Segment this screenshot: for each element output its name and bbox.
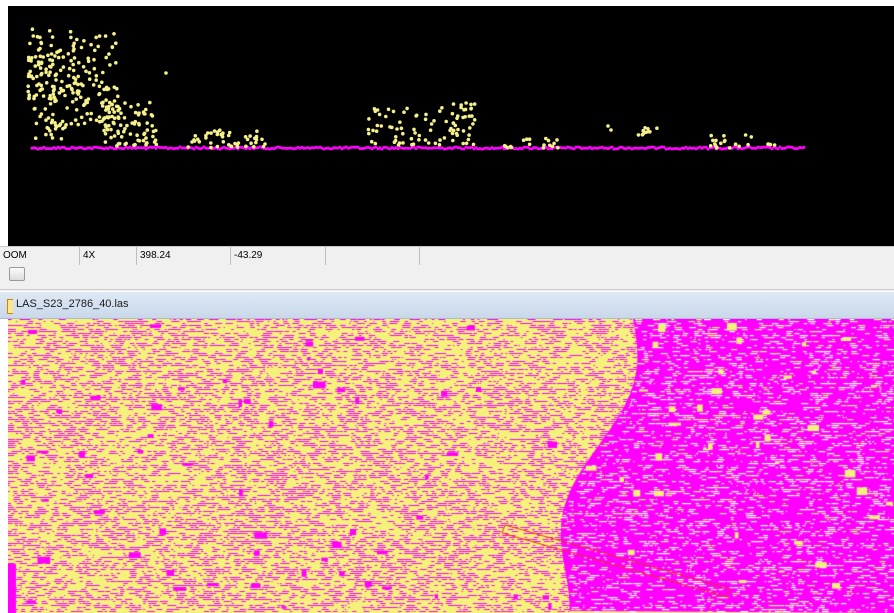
- layer-file-icon: [7, 299, 13, 314]
- status-mode: OOM: [0, 247, 80, 265]
- status-empty-cell: [420, 247, 894, 265]
- profile-view[interactable]: [8, 6, 894, 246]
- status-bar: OOM 4X 398.24 -43.29: [0, 246, 894, 266]
- status-coord-y: -43.29: [231, 247, 326, 265]
- profile-view-frame: [0, 0, 894, 246]
- document-title[interactable]: LAS_S23_2786_40.las: [16, 298, 129, 310]
- point-cloud-plan[interactable]: [8, 319, 894, 613]
- status-coord-x: 398.24: [137, 247, 231, 265]
- status-empty-cell: [326, 247, 420, 265]
- square-button-icon[interactable]: [9, 267, 25, 281]
- status-zoom: 4X: [80, 247, 137, 265]
- toolbar: [0, 265, 894, 291]
- document-tab-bar: LAS_S23_2786_40.las: [0, 292, 894, 319]
- point-cloud-profile[interactable]: [8, 6, 894, 246]
- divider: [0, 289, 894, 290]
- plan-view[interactable]: [8, 319, 894, 613]
